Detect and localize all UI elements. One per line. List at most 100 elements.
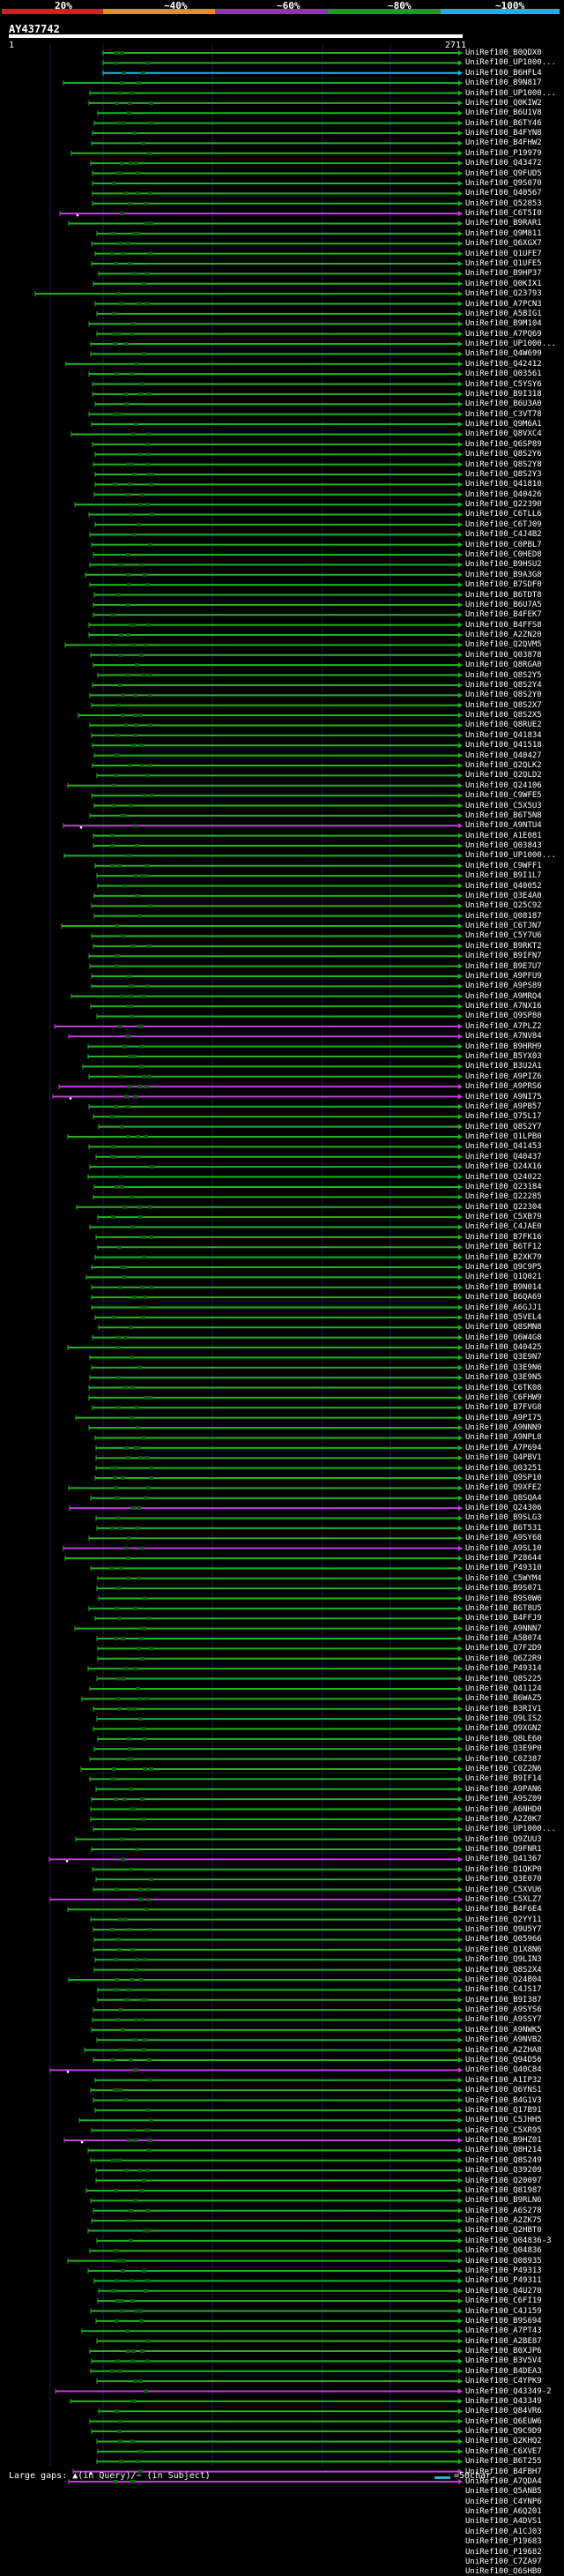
- hit-label[interactable]: UniRef100_C4J159: [465, 2306, 542, 2316]
- hit-label[interactable]: UniRef100_Q4PBV1: [465, 1453, 542, 1463]
- hit-label[interactable]: UniRef100_Q9LIS2: [465, 1714, 542, 1724]
- hit-label[interactable]: UniRef100_C6TK08: [465, 1383, 542, 1393]
- hit-label[interactable]: UniRef100_P49313: [465, 2266, 542, 2275]
- hit-label[interactable]: UniRef100_A1E081: [465, 831, 542, 840]
- hit-label[interactable]: UniRef100_B7SDF0: [465, 580, 542, 590]
- hit-label[interactable]: UniRef100_A7P694: [465, 1443, 542, 1452]
- hit-label[interactable]: UniRef100_Q2QLD2: [465, 771, 542, 780]
- hit-label[interactable]: UniRef100_P49310: [465, 1564, 542, 1573]
- hit-label[interactable]: UniRef100_Q3E9N5: [465, 1373, 542, 1383]
- hit-label[interactable]: UniRef100_Q2QVM5: [465, 640, 542, 650]
- hit-label[interactable]: UniRef100_A6Q201: [465, 2507, 542, 2517]
- hit-label[interactable]: UniRef100_Q05966: [465, 1935, 542, 1945]
- hit-label[interactable]: UniRef100_A9NNN9: [465, 1423, 542, 1433]
- hit-label[interactable]: UniRef100_B9SLG3: [465, 1513, 542, 1523]
- hit-label[interactable]: UniRef100_A6GJJ1: [465, 1303, 542, 1312]
- hit-label[interactable]: UniRef100_C6TJN7: [465, 922, 542, 931]
- hit-label[interactable]: UniRef100_Q25C92: [465, 901, 542, 911]
- hit-label[interactable]: UniRef100_C5WYM4: [465, 1573, 542, 1583]
- hit-label[interactable]: UniRef100_Q40426: [465, 489, 542, 499]
- hit-label[interactable]: UniRef100_Q8S2Y0: [465, 691, 542, 700]
- hit-label[interactable]: UniRef100_UP1000...: [465, 851, 556, 861]
- hit-label[interactable]: UniRef100_C4JS17: [465, 1985, 542, 1995]
- hit-label[interactable]: UniRef100_Q94D56: [465, 2056, 542, 2065]
- hit-label[interactable]: UniRef100_Q04836: [465, 2246, 542, 2256]
- hit-label[interactable]: UniRef100_Q43349-2: [465, 2386, 552, 2396]
- hit-label[interactable]: UniRef100_A9PFU9: [465, 971, 542, 981]
- hit-label[interactable]: UniRef100_B9IFN7: [465, 952, 542, 961]
- hit-label[interactable]: UniRef100_C6TLL6: [465, 510, 542, 519]
- hit-label[interactable]: UniRef100_A7NV84: [465, 1032, 542, 1042]
- hit-label[interactable]: UniRef100_Q6YNS1: [465, 2086, 542, 2095]
- hit-label[interactable]: UniRef100_B4FFS8: [465, 620, 542, 630]
- hit-label[interactable]: UniRef100_B9HP37: [465, 269, 542, 279]
- hit-label[interactable]: UniRef100_A9NWK5: [465, 2025, 542, 2035]
- hit-label[interactable]: UniRef100_C5Y7U6: [465, 931, 542, 941]
- hit-label[interactable]: UniRef100_B6TF12: [465, 1243, 542, 1252]
- hit-label[interactable]: UniRef100_B9HRH9: [465, 1042, 542, 1051]
- hit-label[interactable]: UniRef100_Q03843: [465, 841, 542, 851]
- hit-label[interactable]: UniRef100_A9PB57: [465, 1101, 542, 1111]
- hit-label[interactable]: UniRef100_A9SSY7: [465, 2015, 542, 2025]
- hit-label[interactable]: UniRef100_B4F6E4: [465, 1905, 542, 1915]
- hit-label[interactable]: UniRef100_A2Z0K7: [465, 1814, 542, 1824]
- hit-label[interactable]: UniRef100_Q81987: [465, 2185, 542, 2195]
- hit-label[interactable]: UniRef100_B3V5V4: [465, 2356, 542, 2366]
- hit-label[interactable]: UniRef100_C5YSY6: [465, 379, 542, 389]
- hit-label[interactable]: UniRef100_B9S0W6: [465, 1594, 542, 1603]
- hit-label[interactable]: UniRef100_Q03561: [465, 370, 542, 379]
- hit-label[interactable]: UniRef100_C9WFE5: [465, 791, 542, 801]
- hit-label[interactable]: UniRef100_Q8S2Y3: [465, 469, 542, 479]
- hit-label[interactable]: UniRef100_B4DEA3: [465, 2366, 542, 2376]
- hit-label[interactable]: UniRef100_Q23184: [465, 1182, 542, 1191]
- hit-label[interactable]: UniRef100_C6TJ09: [465, 519, 542, 529]
- hit-label[interactable]: UniRef100_Q1UFE5: [465, 258, 542, 268]
- hit-label[interactable]: UniRef100_Q40427: [465, 750, 542, 760]
- hit-label[interactable]: UniRef100_A2ZN20: [465, 631, 542, 640]
- hit-label[interactable]: UniRef100_Q8SMN8: [465, 1323, 542, 1333]
- hit-label[interactable]: UniRef100_Q9M811: [465, 228, 542, 238]
- hit-label[interactable]: UniRef100_Q3E070: [465, 1875, 542, 1885]
- hit-label[interactable]: UniRef100_Q40C84: [465, 2065, 542, 2075]
- hit-label[interactable]: UniRef100_C4JAE0: [465, 1222, 542, 1232]
- hit-label[interactable]: UniRef100_Q8S2Y4: [465, 680, 542, 690]
- hit-label[interactable]: UniRef100_B0XJP6: [465, 2347, 542, 2356]
- hit-label[interactable]: UniRef100_A7NX16: [465, 1002, 542, 1012]
- hit-label[interactable]: UniRef100_Q9FUD5: [465, 168, 542, 178]
- hit-label[interactable]: UniRef100_C5X5U3: [465, 801, 542, 810]
- hit-label[interactable]: UniRef100_Q08187: [465, 911, 542, 921]
- hit-label[interactable]: UniRef100_B7FK16: [465, 1232, 542, 1242]
- hit-label[interactable]: UniRef100_UP1000...: [465, 1825, 556, 1834]
- hit-label[interactable]: UniRef100_B6T5N8: [465, 810, 542, 820]
- hit-label[interactable]: UniRef100_Q41124: [465, 1684, 542, 1693]
- hit-label[interactable]: UniRef100_Q9XGN2: [465, 1724, 542, 1734]
- hit-label[interactable]: UniRef100_A7PCN3: [465, 299, 542, 309]
- hit-label[interactable]: UniRef100_Q0KIX1: [465, 279, 542, 288]
- hit-label[interactable]: UniRef100_Q23793: [465, 289, 542, 299]
- hit-label[interactable]: UniRef100_Q24B04: [465, 1975, 542, 1984]
- hit-label[interactable]: UniRef100_B6TDT8: [465, 590, 542, 600]
- hit-label[interactable]: UniRef100_Q41453: [465, 1142, 542, 1152]
- hit-label[interactable]: UniRef100_A9SL10: [465, 1543, 542, 1553]
- hit-label[interactable]: UniRef100_Q40567: [465, 189, 542, 198]
- hit-label[interactable]: UniRef100_B9RLN6: [465, 2196, 542, 2206]
- hit-label[interactable]: UniRef100_B4FEK7: [465, 610, 542, 620]
- hit-label[interactable]: UniRef100_Q41367: [465, 1855, 542, 1864]
- hit-label[interactable]: UniRef100_Q43472: [465, 159, 542, 168]
- hit-label[interactable]: UniRef100_B9N014: [465, 1282, 542, 1292]
- hit-label[interactable]: UniRef100_B9IF14: [465, 1774, 542, 1784]
- hit-label[interactable]: UniRef100_P19682: [465, 2547, 542, 2557]
- hit-label[interactable]: UniRef100_A6S278: [465, 2206, 542, 2215]
- hit-label[interactable]: UniRef100_B6U3A0: [465, 399, 542, 409]
- hit-label[interactable]: UniRef100_B6QA69: [465, 1293, 542, 1303]
- hit-label[interactable]: UniRef100_B4FYN8: [465, 129, 542, 138]
- hit-label[interactable]: UniRef100_Q22390: [465, 500, 542, 510]
- hit-label[interactable]: UniRef100_A1IP32: [465, 2075, 542, 2085]
- hit-label[interactable]: UniRef100_A9SYS6: [465, 2005, 542, 2015]
- hit-label[interactable]: UniRef100_Q3E9N6: [465, 1363, 542, 1372]
- hit-label[interactable]: UniRef100_C0HED8: [465, 550, 542, 559]
- hit-label[interactable]: UniRef100_B9RKT2: [465, 941, 542, 951]
- hit-label[interactable]: UniRef100_Q1Q021: [465, 1273, 542, 1282]
- hit-label[interactable]: UniRef100_Q6Z2R9: [465, 1654, 542, 1663]
- hit-label[interactable]: UniRef100_B5YX03: [465, 1052, 542, 1061]
